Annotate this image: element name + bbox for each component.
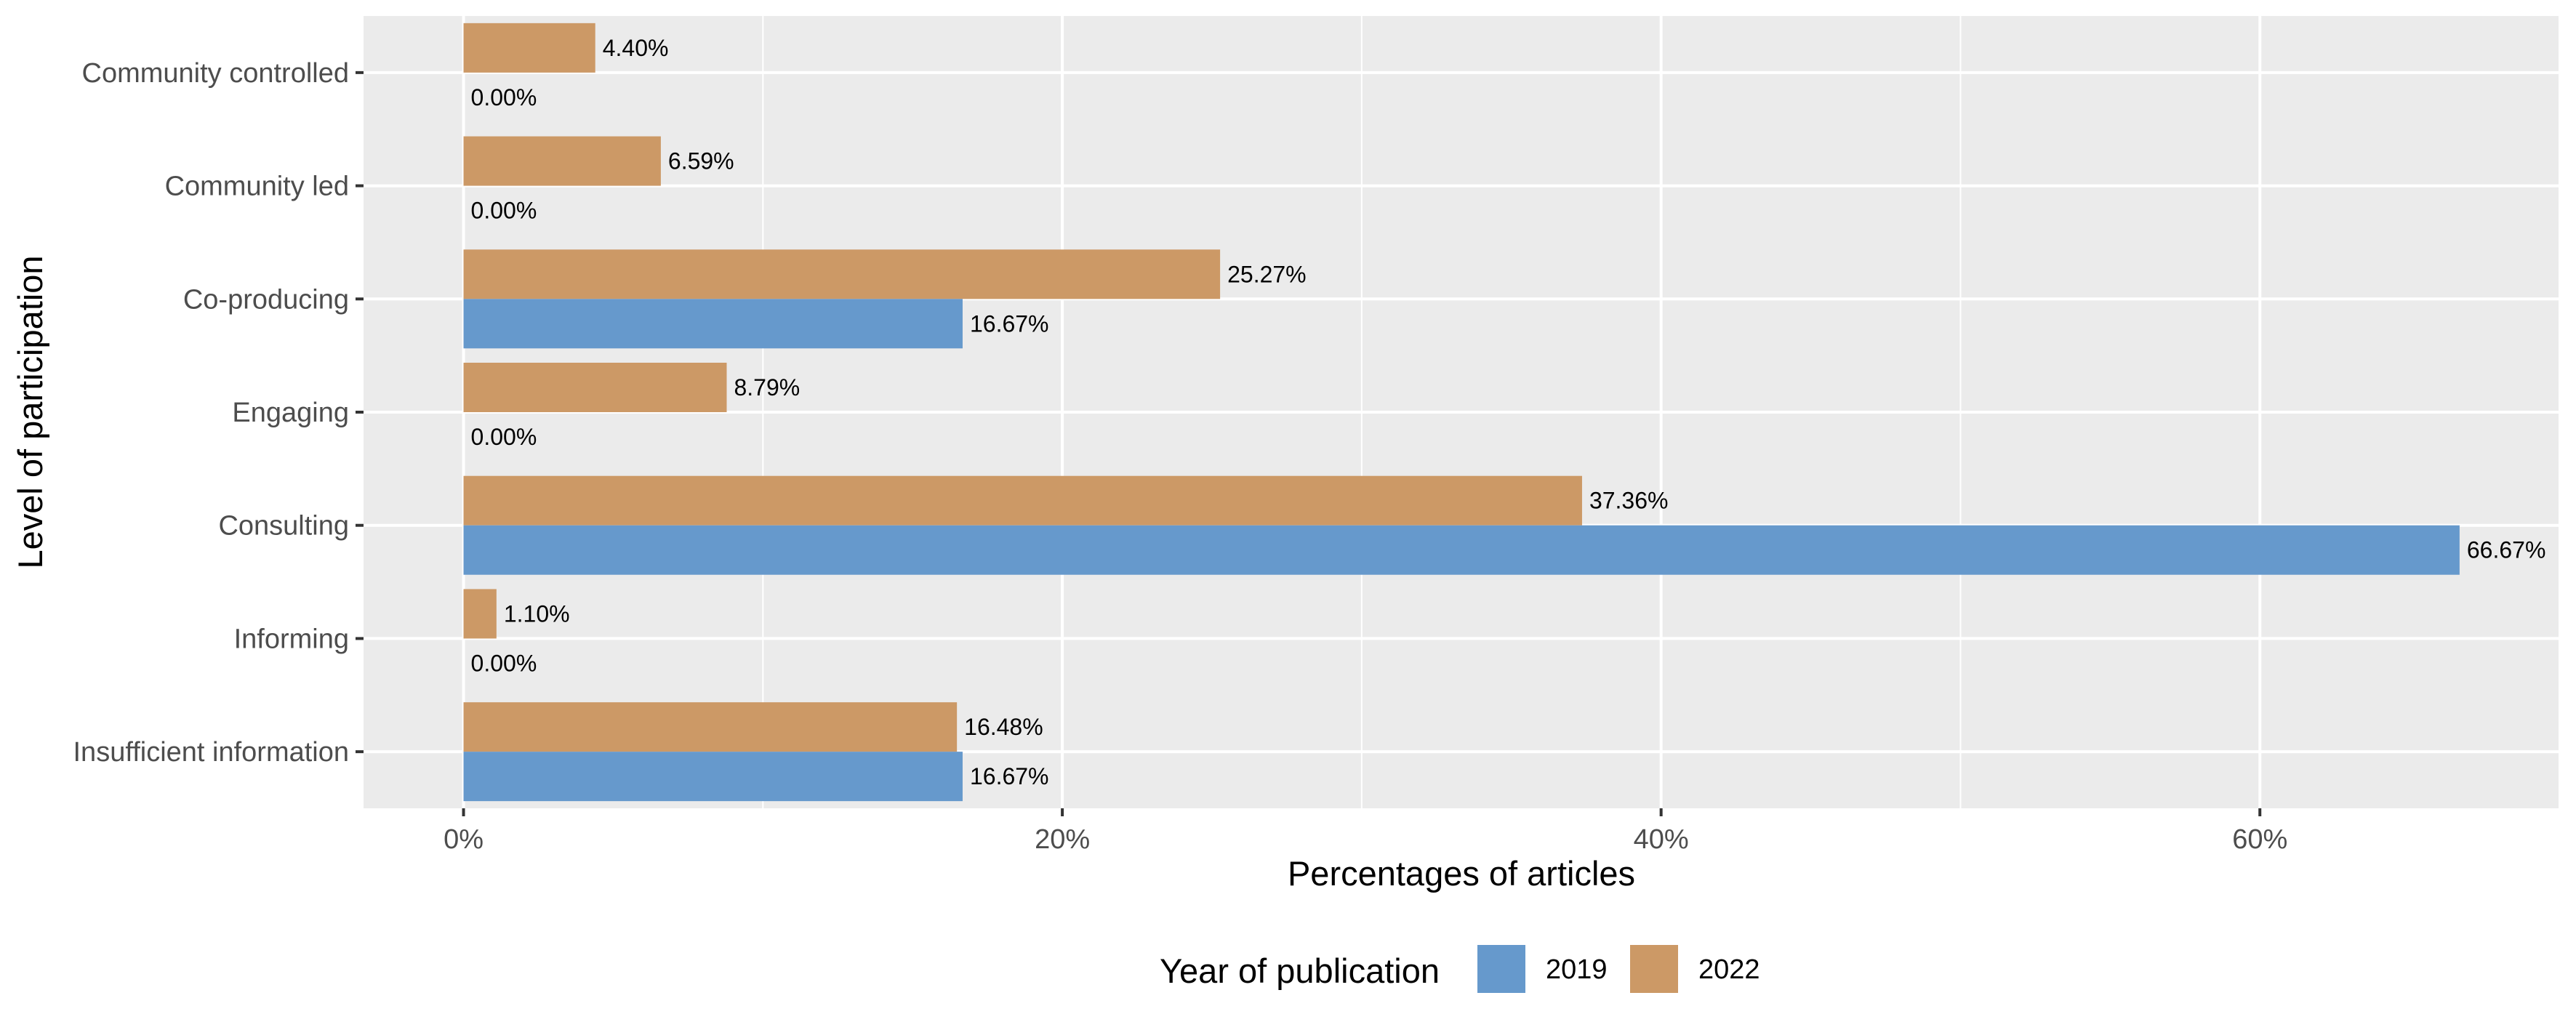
bar-label-2019-4: 66.67%: [2467, 537, 2546, 563]
y-tick-label: Community led: [165, 172, 349, 202]
bar-2022-6: [463, 702, 958, 752]
bar-label-2022-5: 1.10%: [504, 600, 570, 627]
bar-label-2019-0: 0.00%: [471, 84, 537, 110]
x-tick-label: 60%: [2232, 824, 2287, 855]
y-axis-title: Level of participation: [11, 255, 49, 568]
bar-value-labels: 4.40% 0.00% 6.59% 0.00% 25.27% 16.67% 8.79% 0.0…: [471, 35, 2546, 789]
y-axis: Community controlled Community led Co-prod…: [73, 58, 364, 768]
legend-title: Year of publication: [1160, 951, 1440, 990]
bar-label-2022-6: 16.48%: [964, 714, 1043, 740]
bar-2019-4: [463, 525, 2460, 575]
bar-label-2019-3: 0.00%: [471, 424, 537, 450]
bar-2022-5: [463, 589, 497, 639]
bar-label-2019-1: 0.00%: [471, 198, 537, 224]
bar-label-2022-3: 8.79%: [734, 374, 800, 401]
bar-label-2022-1: 6.59%: [668, 148, 734, 174]
bars: [463, 23, 2460, 802]
y-tick-label: Consulting: [218, 511, 349, 542]
bar-label-2019-2: 16.67%: [970, 310, 1049, 337]
x-tick-label: 20%: [1035, 824, 1090, 855]
x-axis-title: Percentages of articles: [1288, 854, 1635, 893]
x-tick-label: 0%: [444, 824, 483, 855]
bar-2019-2: [463, 299, 963, 349]
y-tick-label: Informing: [234, 624, 349, 654]
bar-label-2022-2: 25.27%: [1227, 261, 1307, 287]
bar-label-2019-5: 0.00%: [471, 650, 537, 676]
bar-2022-4: [463, 475, 1582, 526]
bar-label-2019-6: 16.67%: [970, 763, 1049, 789]
bar-label-2022-4: 37.36%: [1589, 488, 1669, 514]
bar-2022-2: [463, 249, 1221, 299]
y-tick-label: Co-producing: [183, 284, 349, 315]
bar-2022-0: [463, 23, 595, 73]
legend-label-2022: 2022: [1698, 954, 1760, 985]
y-tick-label: Community controlled: [82, 58, 349, 89]
x-tick-label: 40%: [1634, 824, 1689, 855]
bar-2022-1: [463, 136, 661, 186]
legend-key-2022: [1630, 945, 1678, 993]
legend-key-2019: [1477, 945, 1525, 993]
y-tick-label: Insufficient information: [73, 737, 350, 768]
bar-2019-6: [463, 752, 963, 802]
bar-label-2022-0: 4.40%: [603, 35, 669, 61]
x-axis: 0% 20% 40% 60%: [444, 808, 2287, 855]
y-tick-label: Engaging: [232, 398, 349, 428]
legend: Year of publication 2019 2022: [1160, 945, 1760, 993]
legend-label-2019: 2019: [1546, 954, 1608, 985]
bar-2022-3: [463, 363, 727, 412]
